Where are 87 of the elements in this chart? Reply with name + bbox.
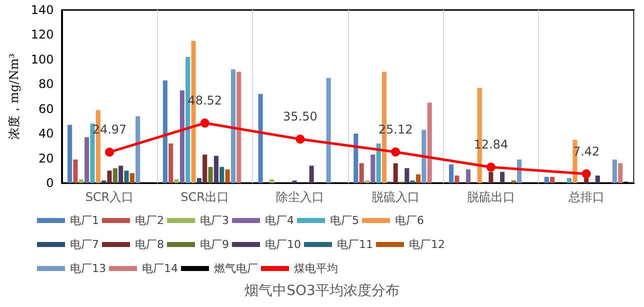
bar bbox=[124, 170, 129, 183]
bar bbox=[196, 178, 202, 183]
bar bbox=[550, 176, 555, 183]
bar bbox=[225, 169, 230, 183]
bar bbox=[112, 168, 118, 183]
bar bbox=[416, 174, 421, 183]
legend-label: 电厂2 bbox=[135, 214, 164, 227]
bar bbox=[162, 80, 168, 183]
x-tick-label: 除尘入口 bbox=[276, 190, 324, 204]
bar bbox=[404, 168, 410, 183]
point bbox=[582, 169, 591, 178]
bar bbox=[354, 134, 358, 183]
bar bbox=[258, 94, 263, 183]
legend-label: 电厂12 bbox=[408, 238, 445, 251]
bar bbox=[208, 166, 213, 183]
y-tick-label: 140 bbox=[30, 3, 54, 17]
point bbox=[104, 148, 114, 157]
x-tick-label: 脱硫入口 bbox=[372, 190, 420, 204]
bar bbox=[270, 179, 274, 183]
y-tick-label: 100 bbox=[30, 52, 54, 66]
legend-label: 电厂5 bbox=[330, 214, 359, 227]
bar bbox=[174, 179, 179, 183]
point bbox=[391, 147, 400, 156]
legend-label: 电厂10 bbox=[264, 238, 301, 251]
bar bbox=[136, 116, 140, 183]
y-axis-title: 浓度，mg/Nm³ bbox=[7, 53, 21, 140]
y-tick-label: 40 bbox=[38, 126, 54, 141]
bar bbox=[618, 163, 623, 183]
bar bbox=[376, 143, 381, 183]
y-tick-label: 0 bbox=[46, 176, 54, 190]
bar bbox=[466, 169, 471, 183]
legend-label: 电厂8 bbox=[135, 238, 164, 251]
legend-label: 电厂1 bbox=[70, 214, 99, 227]
point bbox=[486, 162, 496, 172]
bar bbox=[118, 166, 124, 183]
bar bbox=[370, 154, 376, 183]
bar bbox=[584, 178, 589, 183]
x-tick-label: SCR出口 bbox=[180, 190, 230, 204]
legend-label: 电厂13 bbox=[70, 262, 106, 275]
text: 烟气中SO3平均浓度分布 bbox=[244, 283, 400, 299]
bar bbox=[130, 173, 134, 183]
bar bbox=[612, 160, 617, 183]
legend-label: 电厂4 bbox=[264, 214, 294, 227]
bar bbox=[78, 179, 84, 183]
bar bbox=[180, 90, 184, 183]
legend-label: 电厂6 bbox=[394, 214, 424, 227]
legend-label: 电厂11 bbox=[336, 238, 373, 251]
data-label: 35.50 bbox=[283, 110, 318, 124]
point bbox=[200, 118, 210, 128]
bar bbox=[422, 130, 426, 183]
bar bbox=[427, 102, 432, 183]
bar bbox=[214, 156, 218, 183]
bar bbox=[393, 163, 398, 183]
bar bbox=[168, 143, 174, 183]
x-tick-label: 总排口 bbox=[567, 190, 604, 204]
bar bbox=[107, 170, 112, 183]
y-tick-label: 20 bbox=[38, 151, 54, 166]
y-tick-label: 120 bbox=[30, 28, 54, 42]
x-tick-label: 脱硫出口 bbox=[466, 190, 515, 204]
bar bbox=[488, 172, 494, 183]
bar bbox=[359, 163, 364, 183]
bar bbox=[84, 137, 90, 183]
bar bbox=[68, 124, 72, 183]
legend-label: 电厂9 bbox=[200, 238, 229, 251]
legend-label: 电厂7 bbox=[70, 238, 99, 251]
bar bbox=[567, 178, 572, 183]
y-tick-label: 60 bbox=[38, 102, 54, 116]
bar bbox=[202, 154, 208, 183]
legend-label: 煤电平均 bbox=[294, 262, 338, 275]
bar bbox=[500, 172, 505, 183]
x-tick-label: SCR入口 bbox=[85, 190, 134, 204]
legend-label: 电厂3 bbox=[200, 214, 229, 227]
legend-label: 燃气电厂 bbox=[214, 262, 258, 275]
bar bbox=[448, 164, 454, 183]
bar bbox=[220, 166, 224, 183]
bar bbox=[309, 166, 314, 183]
bar bbox=[90, 124, 95, 183]
point bbox=[296, 134, 305, 144]
bar bbox=[73, 160, 78, 183]
bar bbox=[454, 176, 460, 183]
bar bbox=[326, 78, 331, 183]
legend-label: 电厂14 bbox=[142, 262, 178, 275]
bar bbox=[230, 69, 236, 183]
y-tick-label: 80 bbox=[38, 77, 54, 92]
bar bbox=[544, 176, 549, 183]
bar bbox=[236, 72, 242, 183]
bar bbox=[595, 176, 600, 183]
